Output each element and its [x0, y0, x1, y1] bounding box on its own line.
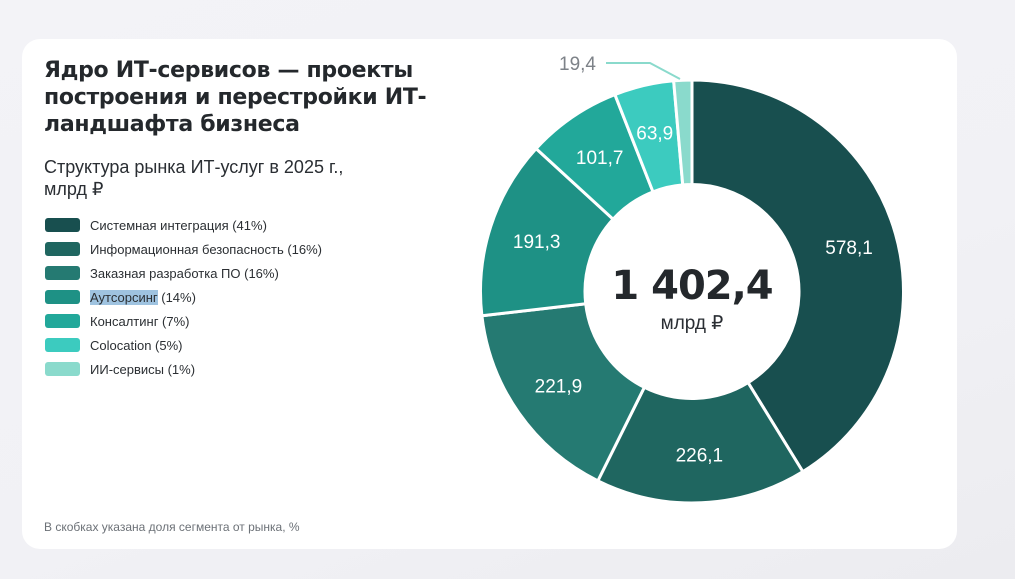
legend-swatch — [45, 290, 80, 304]
center-total: 1 402,4 — [611, 263, 772, 309]
legend-item-consulting: Консалтинг (7%) — [45, 309, 322, 333]
chart-subtitle: Структура рынка ИТ-услуг в 2025 г., млрд… — [44, 157, 344, 199]
donut-segment-custom-dev — [480, 302, 647, 483]
segment-value-label-outside: 19,4 — [559, 54, 596, 75]
legend-swatch — [45, 242, 80, 256]
legend-item-ai-services: ИИ-сервисы (1%) — [45, 357, 322, 381]
selected-text[interactable]: Аутсорсинг — [90, 289, 158, 305]
segment-value-label: 578,1 — [825, 238, 873, 259]
leader-line — [606, 62, 681, 80]
segment-value-label: 221,9 — [535, 376, 583, 397]
legend-item-custom-dev: Заказная разработка ПО (16%) — [45, 261, 322, 285]
chart-legend: Системная интеграция (41%) Информационна… — [45, 213, 322, 381]
legend-item-colocation: Colocation (5%) — [45, 333, 322, 357]
center-unit: млрд ₽ — [661, 313, 724, 334]
segment-value-label: 191,3 — [513, 232, 561, 253]
legend-label: Системная интеграция (41%) — [90, 217, 267, 233]
legend-swatch — [45, 362, 80, 376]
legend-label: Информационная безопасность (16%) — [90, 241, 323, 257]
segment-labels: 578,1 226,1 221,9 191,3 101,7 63,9 19,4 — [513, 54, 873, 467]
footnote: В скобках указана доля сегмента от рынка… — [44, 520, 300, 534]
legend-swatch — [45, 266, 80, 280]
legend-label: ИИ-сервисы (1%) — [90, 361, 196, 377]
donut-segment-system-integration — [690, 78, 905, 474]
segment-value-label: 63,9 — [636, 124, 673, 145]
legend-label: Colocation (5%) — [90, 337, 183, 353]
legend-swatch — [45, 338, 80, 352]
legend-label: Консалтинг (7%) — [90, 313, 190, 329]
segment-value-label: 101,7 — [576, 148, 624, 169]
page-title: Ядро ИТ-сервисов — проекты построения и … — [44, 58, 427, 137]
donut-segment-ai-services — [672, 78, 694, 187]
segment-value-label: 226,1 — [676, 446, 724, 467]
legend-item-infosec: Информационная безопасность (16%) — [45, 237, 322, 261]
donut-segments — [479, 78, 905, 505]
legend-label: Заказная разработка ПО (16%) — [90, 265, 279, 281]
legend-label: Аутсорсинг (14%) — [90, 289, 196, 305]
legend-swatch — [45, 314, 80, 328]
legend-swatch — [45, 218, 80, 232]
legend-item-outsourcing: Аутсорсинг (14%) — [45, 285, 322, 309]
donut-segment-infosec — [595, 380, 805, 505]
legend-item-system-integration: Системная интеграция (41%) — [45, 213, 322, 237]
